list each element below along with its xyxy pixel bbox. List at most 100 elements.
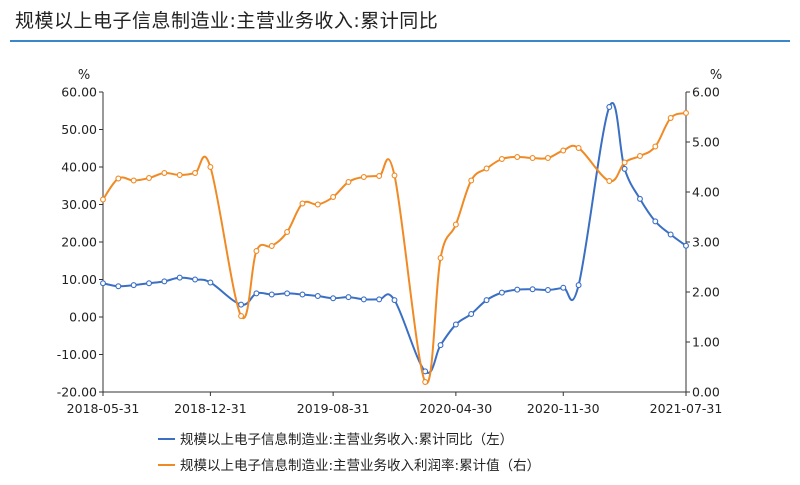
x-axis-tick-label: 2018-12-31 — [174, 401, 247, 416]
series-0-point — [621, 165, 628, 172]
series-0-point — [575, 282, 582, 289]
series-0-point — [192, 276, 199, 283]
series-1-point — [529, 155, 536, 161]
series-0-point — [422, 368, 429, 375]
series-1-point — [238, 313, 245, 319]
series-1-point — [637, 153, 643, 159]
right-axis-tick-label: 1.00 — [692, 335, 720, 350]
right-axis-tick-label: 4.00 — [692, 185, 720, 200]
left-axis-tick-label: 0.00 — [69, 310, 97, 325]
x-axis-tick-label: 2020-04-30 — [420, 401, 493, 416]
series-0-point — [468, 311, 475, 317]
series-1-point — [498, 156, 505, 162]
series-1-point — [621, 159, 628, 166]
title-divider — [10, 40, 790, 42]
x-axis-tick-label: 2020-11-30 — [527, 401, 600, 416]
series-0-point — [284, 290, 291, 297]
series-0-point — [667, 231, 674, 238]
series-1-point — [437, 255, 444, 261]
left-axis-tick-label: 50.00 — [61, 122, 97, 137]
series-0-point — [176, 274, 183, 281]
left-axis-tick-label: 40.00 — [61, 160, 97, 175]
series-line-1 — [102, 112, 687, 385]
series-0-point — [161, 278, 168, 285]
series-1-point — [606, 178, 613, 184]
chart-legend: 规模以上电子信息制造业:主营业务收入:累计同比（左） 规模以上电子信息制造业:主… — [158, 431, 540, 474]
series-1-point — [314, 201, 321, 208]
series-0-point — [299, 291, 306, 298]
series-1-point — [115, 175, 122, 182]
series-1-point — [575, 145, 582, 151]
series-1-point — [483, 165, 490, 172]
series-1-point — [652, 143, 659, 150]
series-1-point — [207, 164, 214, 170]
series-0-point — [207, 279, 214, 286]
series-0-point — [253, 290, 260, 297]
series-1-point — [130, 177, 137, 184]
series-1-point — [514, 154, 521, 160]
series-0-point — [360, 296, 367, 303]
series-1-point — [284, 229, 291, 235]
series-0-point — [314, 293, 321, 299]
x-axis-tick-label: 2021-07-31 — [650, 401, 723, 416]
right-axis-tick-label: 6.00 — [692, 85, 720, 100]
series-1-point — [299, 200, 306, 207]
series-0-point — [238, 301, 245, 308]
right-axis-unit: % — [710, 68, 722, 83]
series-1-point — [560, 147, 567, 154]
series-0-point — [683, 242, 689, 249]
series-0-point — [391, 297, 398, 304]
series-1-point — [268, 243, 275, 249]
series-0-point — [330, 295, 337, 302]
series-1-point — [161, 170, 168, 176]
series-1-point — [452, 221, 459, 228]
series-1 — [100, 110, 689, 385]
series-1-point — [683, 110, 689, 116]
series-0-point — [376, 296, 383, 303]
left-axis-tick-label: 20.00 — [61, 235, 97, 250]
series-1-point — [391, 172, 398, 179]
series-1-point — [360, 174, 367, 180]
x-axis-tick-label: 2018-05-31 — [67, 401, 140, 416]
series-0-point — [544, 287, 551, 293]
series-0-point — [345, 294, 352, 301]
series-1-point — [176, 172, 183, 178]
series-1-point — [146, 175, 152, 181]
series-1-point — [253, 248, 260, 254]
series-0-point — [100, 280, 106, 287]
series-0-point — [452, 321, 459, 328]
series-1-point — [468, 177, 475, 184]
series-0-point — [146, 280, 152, 287]
x-axis-tick-label: 2019-08-31 — [297, 401, 370, 416]
legend-label-profit-margin: 规模以上电子信息制造业:主营业务收入利润率:累计值（右） — [180, 457, 540, 474]
series-0-point — [130, 282, 137, 289]
series-1-point — [544, 155, 551, 161]
series-1-point — [330, 194, 337, 200]
series-0-point — [652, 218, 659, 225]
series-0-point — [437, 342, 444, 349]
series-0 — [100, 102, 689, 375]
series-0-point — [514, 286, 521, 293]
series-1-point — [100, 196, 106, 203]
legend-label-revenue-growth: 规模以上电子信息制造业:主营业务收入:累计同比（左） — [180, 431, 513, 448]
left-axis-tick-label: -20.00 — [57, 385, 97, 400]
series-line-0 — [102, 102, 687, 374]
series-0-point — [268, 291, 275, 298]
series-0-point — [606, 104, 613, 110]
left-axis-tick-label: 30.00 — [61, 197, 97, 212]
left-axis-tick-label: -10.00 — [57, 347, 97, 362]
left-axis-tick-label: 10.00 — [61, 272, 97, 287]
series-0-point — [560, 284, 567, 291]
right-axis-tick-label: 0.00 — [692, 385, 720, 400]
series-0-point — [529, 286, 536, 293]
right-axis-tick-label: 2.00 — [692, 285, 720, 300]
series-0-point — [637, 195, 643, 202]
series-1-point — [667, 115, 674, 121]
right-axis-tick-label: 3.00 — [692, 235, 720, 250]
left-axis-unit: % — [78, 68, 90, 83]
series-1-point — [422, 379, 429, 385]
series-0-point — [115, 283, 122, 290]
page-title: 规模以上电子信息制造业:主营业务收入:累计同比 — [15, 10, 439, 32]
left-axis-tick-label: 60.00 — [61, 85, 97, 100]
